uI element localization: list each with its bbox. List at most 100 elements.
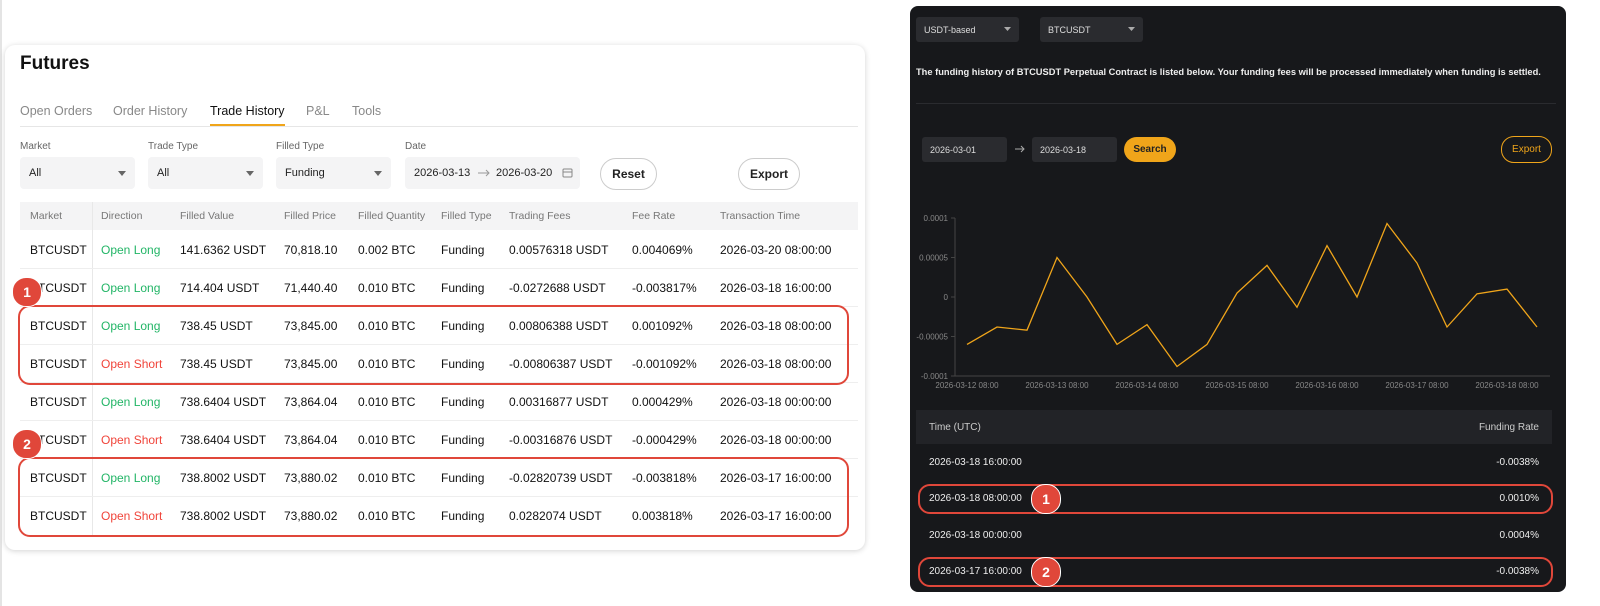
cell: 70,818.10 (284, 243, 338, 257)
y-tick-label: 0.0001 (924, 214, 949, 223)
cell: 0.002 BTC (358, 243, 416, 257)
cell: 0.010 BTC (358, 357, 416, 371)
column-divider (92, 202, 93, 535)
cell: -0.00806387 USDT (509, 357, 613, 371)
column-header: Filled Value (180, 210, 235, 222)
search-button[interactable]: Search (1124, 137, 1176, 162)
cell: 2026-03-18 08:00:00 (720, 357, 832, 371)
table-header (916, 410, 1552, 444)
badge: 1 (1031, 484, 1061, 515)
highlight-box (918, 556, 1553, 587)
cell: -0.0272688 USDT (509, 281, 606, 295)
cell: 0.00316877 USDT (509, 395, 609, 409)
cell: 0.0004% (1499, 529, 1539, 541)
caret (246, 171, 254, 176)
highlight-box (918, 484, 1553, 515)
cell: Open Long (101, 319, 161, 333)
cell: BTCUSDT (30, 509, 87, 523)
row-divider (20, 496, 858, 497)
select-value: USDT-based (924, 25, 976, 35)
arrow (478, 169, 490, 177)
caret (1128, 27, 1135, 31)
cell: Open Long (101, 395, 161, 409)
y-tick-label: -0.0001 (921, 372, 949, 381)
cell: -0.0038% (1496, 457, 1539, 468)
cell: BTCUSDT (30, 281, 87, 295)
x-tick-label: 2026-03-16 08:00 (1295, 381, 1359, 390)
row-divider (20, 268, 858, 269)
badge: 1 (12, 277, 42, 307)
cell: 73,880.02 (284, 471, 338, 485)
select-value: BTCUSDT (1048, 25, 1091, 35)
cell: -0.0038% (1496, 565, 1539, 577)
dropdown[interactable]: All (20, 157, 135, 189)
caret (1004, 27, 1011, 31)
date-start-input[interactable]: 2026-03-01 (922, 137, 1007, 162)
cell: 0.00806388 USDT (509, 319, 609, 333)
cell: 714.404 USDT (180, 281, 260, 295)
export-button[interactable]: Export (738, 158, 800, 190)
cell: BTCUSDT (30, 433, 87, 447)
caret (118, 171, 126, 176)
cell: 0.010 BTC (358, 281, 416, 295)
cell: 0.004069% (632, 243, 693, 257)
cell: 2026-03-17 16:00:00 (720, 471, 832, 485)
dropdown[interactable]: All (148, 157, 263, 189)
dropdown[interactable]: Funding (276, 157, 391, 189)
column-header: Direction (101, 210, 143, 222)
line (966, 222, 1538, 368)
cell: 738.6404 USDT (180, 395, 267, 409)
cell: 0.000429% (632, 395, 693, 409)
table-header (20, 202, 858, 230)
cell: BTCUSDT (30, 471, 87, 485)
column-header: Funding Rate (1478, 422, 1539, 433)
export-button[interactable]: Export (1501, 136, 1552, 163)
cell: Funding (441, 471, 485, 485)
cell: 0.010 BTC (358, 319, 416, 333)
date-end-input[interactable]: 2026-03-18 (1032, 137, 1117, 162)
tab[interactable]: Order History (113, 104, 188, 118)
dropdown-value: All (29, 167, 42, 179)
column-header: Market (30, 210, 63, 222)
row-divider (20, 382, 858, 383)
funding-panel: USDT-based BTCUSDT The funding history o… (910, 6, 1566, 592)
cell: Funding (441, 433, 485, 447)
cell: 0.010 BTC (358, 471, 416, 485)
tab[interactable]: Open Orders (20, 104, 93, 118)
badge: 2 (12, 429, 42, 459)
column-header: Transaction Time (720, 210, 801, 222)
x-tick-label: 2026-03-14 08:00 (1115, 381, 1179, 390)
reset-button[interactable]: Reset (600, 158, 657, 190)
date-start: 2026-03-13 (414, 167, 471, 179)
cell: -0.000429% (632, 433, 697, 447)
cell: 2026-03-18 00:00:00 (720, 433, 832, 447)
cell: Open Short (101, 509, 163, 523)
cell: BTCUSDT (30, 395, 87, 409)
cell: Funding (441, 395, 485, 409)
column-header: Filled Type (441, 210, 492, 222)
tab[interactable]: P&L (306, 104, 330, 118)
cell: 0.0010% (1499, 493, 1539, 505)
tab[interactable]: Tools (352, 104, 382, 118)
cell: 73,880.02 (284, 509, 338, 523)
y-tick-label: -0.00005 (916, 333, 948, 342)
cell: 0.001092% (632, 319, 693, 333)
cell: 0.010 BTC (358, 395, 416, 409)
select[interactable]: BTCUSDT (1040, 17, 1143, 42)
filter-label: Filled Type (276, 141, 325, 152)
column-header: Time (UTC) (929, 422, 981, 433)
cell: 2026-03-20 08:00:00 (720, 243, 832, 257)
tab[interactable]: Trade History (210, 104, 285, 126)
x-tick-label: 2026-03-17 08:00 (1385, 381, 1449, 390)
cell: 2026-03-18 00:00:00 (720, 395, 832, 409)
date-range[interactable]: 2026-03-13 2026-03-20 (405, 157, 580, 189)
column-header: Trading Fees (509, 210, 571, 222)
cell: -0.02820739 USDT (509, 471, 613, 485)
title: Futures (20, 53, 90, 74)
filter-label: Trade Type (148, 141, 199, 152)
cell: 738.45 USDT (180, 357, 253, 371)
cell: 71,440.40 (284, 281, 338, 295)
select[interactable]: USDT-based (916, 17, 1019, 42)
cell: Open Short (101, 433, 163, 447)
cell: Funding (441, 319, 485, 333)
